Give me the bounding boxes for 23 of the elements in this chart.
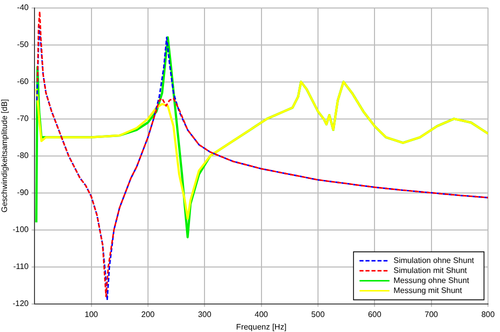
y-tick-label: -120 xyxy=(12,299,30,308)
y-tick-label: -50 xyxy=(17,40,30,50)
y-tick-label: -110 xyxy=(13,262,30,272)
y-tick-label: -100 xyxy=(12,225,30,234)
y-tick-label: -80 xyxy=(17,151,30,160)
x-tick-label: 800 xyxy=(481,310,496,319)
y-tick-label: -70 xyxy=(17,114,30,124)
legend-label: Simulation mit Shunt xyxy=(394,266,468,276)
legend-label: Simulation ohne Shunt xyxy=(394,256,475,266)
x-axis-title: Frequenz [Hz] xyxy=(236,322,286,332)
x-tick-label: 600 xyxy=(368,310,382,319)
x-tick-label: 100 xyxy=(84,310,99,319)
legend-label: Messung ohne Shunt xyxy=(394,276,470,286)
y-tick-label: -40 xyxy=(17,3,30,12)
legend-label: Messung mit Shunt xyxy=(394,286,463,296)
x-tick-label: 300 xyxy=(198,310,212,319)
x-tick-label: 700 xyxy=(424,310,439,319)
y-tick-label: -90 xyxy=(17,188,30,198)
x-tick-label: 400 xyxy=(254,310,269,319)
y-tick-label: -60 xyxy=(17,77,30,86)
x-tick-label: 500 xyxy=(311,310,326,319)
y-axis-title: Geschwindigkeitsamplitude [dB] xyxy=(0,99,10,212)
x-tick-label: 200 xyxy=(141,310,156,319)
